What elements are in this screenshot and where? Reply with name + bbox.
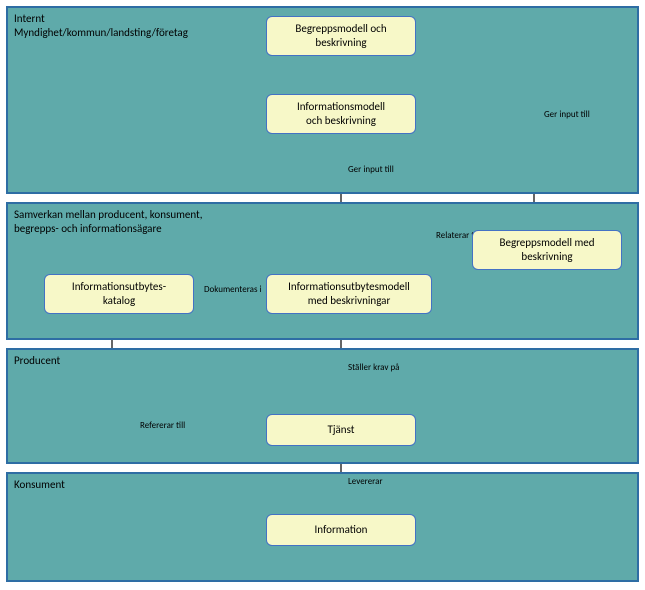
edge-label-n4-n6: Ställer krav på [348,362,399,373]
node-n6: Tjänst [266,414,416,446]
edge-label-n2-n4: Ger input till [348,164,394,175]
node-n1: Begreppsmodell ochbeskrivning [266,16,416,56]
swimlane-lane3 [6,348,639,464]
swimlane-label-lane2: Samverkan mellan producent, konsument,be… [14,208,202,237]
node-n4: Informationsutbytesmodellmed beskrivning… [266,274,432,314]
diagram-canvas: InterntMyndighet/kommun/landsting/företa… [4,4,641,586]
edge-label-n1-n3: Ger input till [544,109,590,120]
edge-label-n6-n7: Levererar [348,476,383,487]
node-n7: Information [266,514,416,546]
node-n5: Informationsutbytes-katalog [44,274,194,314]
edge-label-n6-n5: Refererar till [140,420,185,431]
swimlane-label-lane4: Konsument [14,478,65,492]
node-n3: Begreppsmodell medbeskrivning [472,230,622,270]
node-n2: Informationsmodelloch beskrivning [266,94,416,134]
edge-label-n4-n5: Dokumenteras i [204,284,262,295]
swimlane-label-lane1: InterntMyndighet/kommun/landsting/företa… [14,12,188,41]
swimlane-label-lane3: Producent [14,354,60,368]
